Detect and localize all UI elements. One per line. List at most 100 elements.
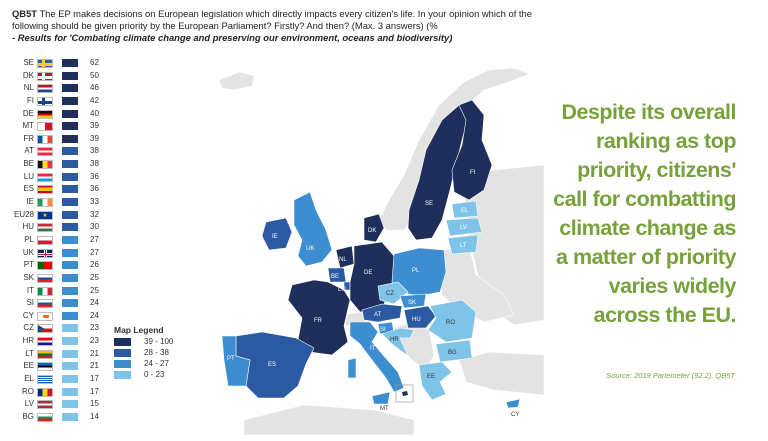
map-label-de: DE bbox=[364, 270, 372, 276]
color-swatch bbox=[62, 349, 78, 358]
country-value: 25 bbox=[90, 285, 99, 295]
country-code: CY bbox=[22, 310, 34, 320]
flag-es-icon bbox=[37, 185, 53, 195]
country-value: 33 bbox=[90, 197, 99, 207]
country-code: EL bbox=[24, 374, 34, 384]
country-value: 30 bbox=[90, 222, 99, 232]
map-north-africa bbox=[243, 404, 415, 435]
color-swatch bbox=[62, 210, 78, 219]
country-value: 17 bbox=[90, 386, 99, 396]
legend-label: 0 - 23 bbox=[144, 370, 165, 379]
flag-el-icon bbox=[37, 375, 53, 385]
country-value: 24 bbox=[90, 310, 99, 320]
country-code: BE bbox=[23, 159, 34, 169]
map-label-hr: HR bbox=[390, 337, 399, 343]
country-row: NL 46 bbox=[10, 82, 120, 95]
map-turkey bbox=[458, 351, 544, 396]
country-value: 38 bbox=[90, 159, 99, 169]
flag-lv-icon bbox=[37, 400, 53, 410]
country-row: DK 50 bbox=[10, 70, 120, 83]
color-swatch bbox=[62, 59, 78, 67]
flag-dk-icon bbox=[37, 71, 53, 81]
color-swatch bbox=[62, 412, 78, 421]
map-legend: Map Legend 39 - 100 28 - 38 24 - 27 0 - … bbox=[114, 325, 204, 381]
country-value: 62 bbox=[90, 58, 99, 67]
country-value: 42 bbox=[90, 95, 99, 105]
country-code: RO bbox=[22, 386, 34, 396]
map-malta-inset bbox=[395, 384, 414, 403]
flag-be-icon bbox=[37, 160, 53, 170]
color-swatch bbox=[62, 375, 78, 384]
country-results-list: SE 62 DK 50 NL 46 FI 42 DE 40 MT 39 FR 39 AT 38… bbox=[10, 57, 120, 424]
country-code: AT bbox=[24, 146, 34, 156]
country-row: HU 30 bbox=[10, 221, 120, 234]
country-code: UK bbox=[22, 247, 34, 257]
country-row: LT 21 bbox=[10, 348, 120, 361]
color-swatch bbox=[62, 223, 78, 232]
map-label-dk: DK bbox=[368, 228, 376, 234]
flag-ee-icon bbox=[37, 362, 53, 372]
map-label-pl: PL bbox=[412, 268, 420, 274]
country-value: 21 bbox=[90, 348, 99, 358]
flag-nl-icon bbox=[37, 84, 53, 94]
country-value: 39 bbox=[90, 133, 99, 143]
flag-hr-icon bbox=[37, 337, 53, 347]
flag-sk-icon bbox=[37, 273, 53, 283]
map-latvia bbox=[445, 217, 483, 237]
question-body: The EP makes decisions on European legis… bbox=[12, 8, 532, 32]
country-row: IT 25 bbox=[10, 285, 120, 298]
flag-cz-icon bbox=[37, 324, 53, 334]
country-row: HR 23 bbox=[10, 335, 120, 348]
legend-item: 39 - 100 bbox=[114, 337, 204, 348]
country-value: 17 bbox=[90, 374, 99, 384]
country-code: DE bbox=[22, 108, 34, 118]
country-value: 50 bbox=[90, 70, 99, 80]
map-label-it: IT bbox=[370, 346, 376, 352]
map-label-el: EE bbox=[427, 374, 435, 380]
country-code: SK bbox=[23, 272, 34, 282]
map-label-pt: PT bbox=[227, 356, 235, 362]
map-label-cy: CY bbox=[511, 412, 519, 418]
country-code: NL bbox=[23, 83, 34, 93]
country-value: 27 bbox=[90, 247, 99, 257]
country-value: 25 bbox=[90, 272, 99, 282]
map-malta bbox=[402, 391, 408, 396]
country-value: 15 bbox=[90, 399, 99, 409]
legend-label: 28 - 38 bbox=[144, 348, 169, 357]
country-row: LU 36 bbox=[10, 171, 120, 184]
country-value: 26 bbox=[90, 260, 99, 270]
country-row: SK 25 bbox=[10, 272, 120, 285]
country-code: LT bbox=[25, 348, 34, 358]
map-label-mt: MT bbox=[380, 406, 389, 412]
country-code: FR bbox=[23, 133, 34, 143]
country-code: MT bbox=[22, 121, 34, 131]
legend-label: 39 - 100 bbox=[144, 337, 174, 346]
country-value: 36 bbox=[90, 184, 99, 194]
legend-item: 28 - 38 bbox=[114, 348, 204, 359]
map-label-nl: NL bbox=[339, 257, 347, 263]
map-label-sk: SK bbox=[408, 300, 416, 306]
flag-si-icon bbox=[37, 299, 53, 309]
color-swatch bbox=[62, 286, 78, 295]
country-value: 40 bbox=[90, 108, 99, 118]
country-row: EU28 ★ 32 bbox=[10, 209, 120, 222]
map-finland bbox=[451, 99, 493, 201]
flag-cy-icon bbox=[37, 311, 53, 321]
map-croatia bbox=[381, 327, 415, 357]
country-code: SE bbox=[23, 58, 34, 67]
country-code: EE bbox=[23, 361, 34, 371]
map-bulgaria bbox=[435, 339, 473, 363]
map-greece bbox=[418, 361, 453, 401]
map-label-es: ES bbox=[268, 362, 276, 368]
color-swatch bbox=[62, 84, 78, 93]
flag-at-icon bbox=[37, 147, 53, 157]
country-value: 38 bbox=[90, 146, 99, 156]
question-subtitle: - Results for 'Combating climate change … bbox=[12, 32, 453, 44]
flag-bg-icon bbox=[37, 412, 53, 422]
flag-fr-icon bbox=[37, 134, 53, 144]
country-row: RO 17 bbox=[10, 386, 120, 399]
flag-lu-icon bbox=[37, 172, 53, 182]
color-swatch bbox=[62, 400, 78, 409]
map-label-ie: IE bbox=[272, 234, 278, 240]
flag-hu-icon bbox=[37, 223, 53, 233]
